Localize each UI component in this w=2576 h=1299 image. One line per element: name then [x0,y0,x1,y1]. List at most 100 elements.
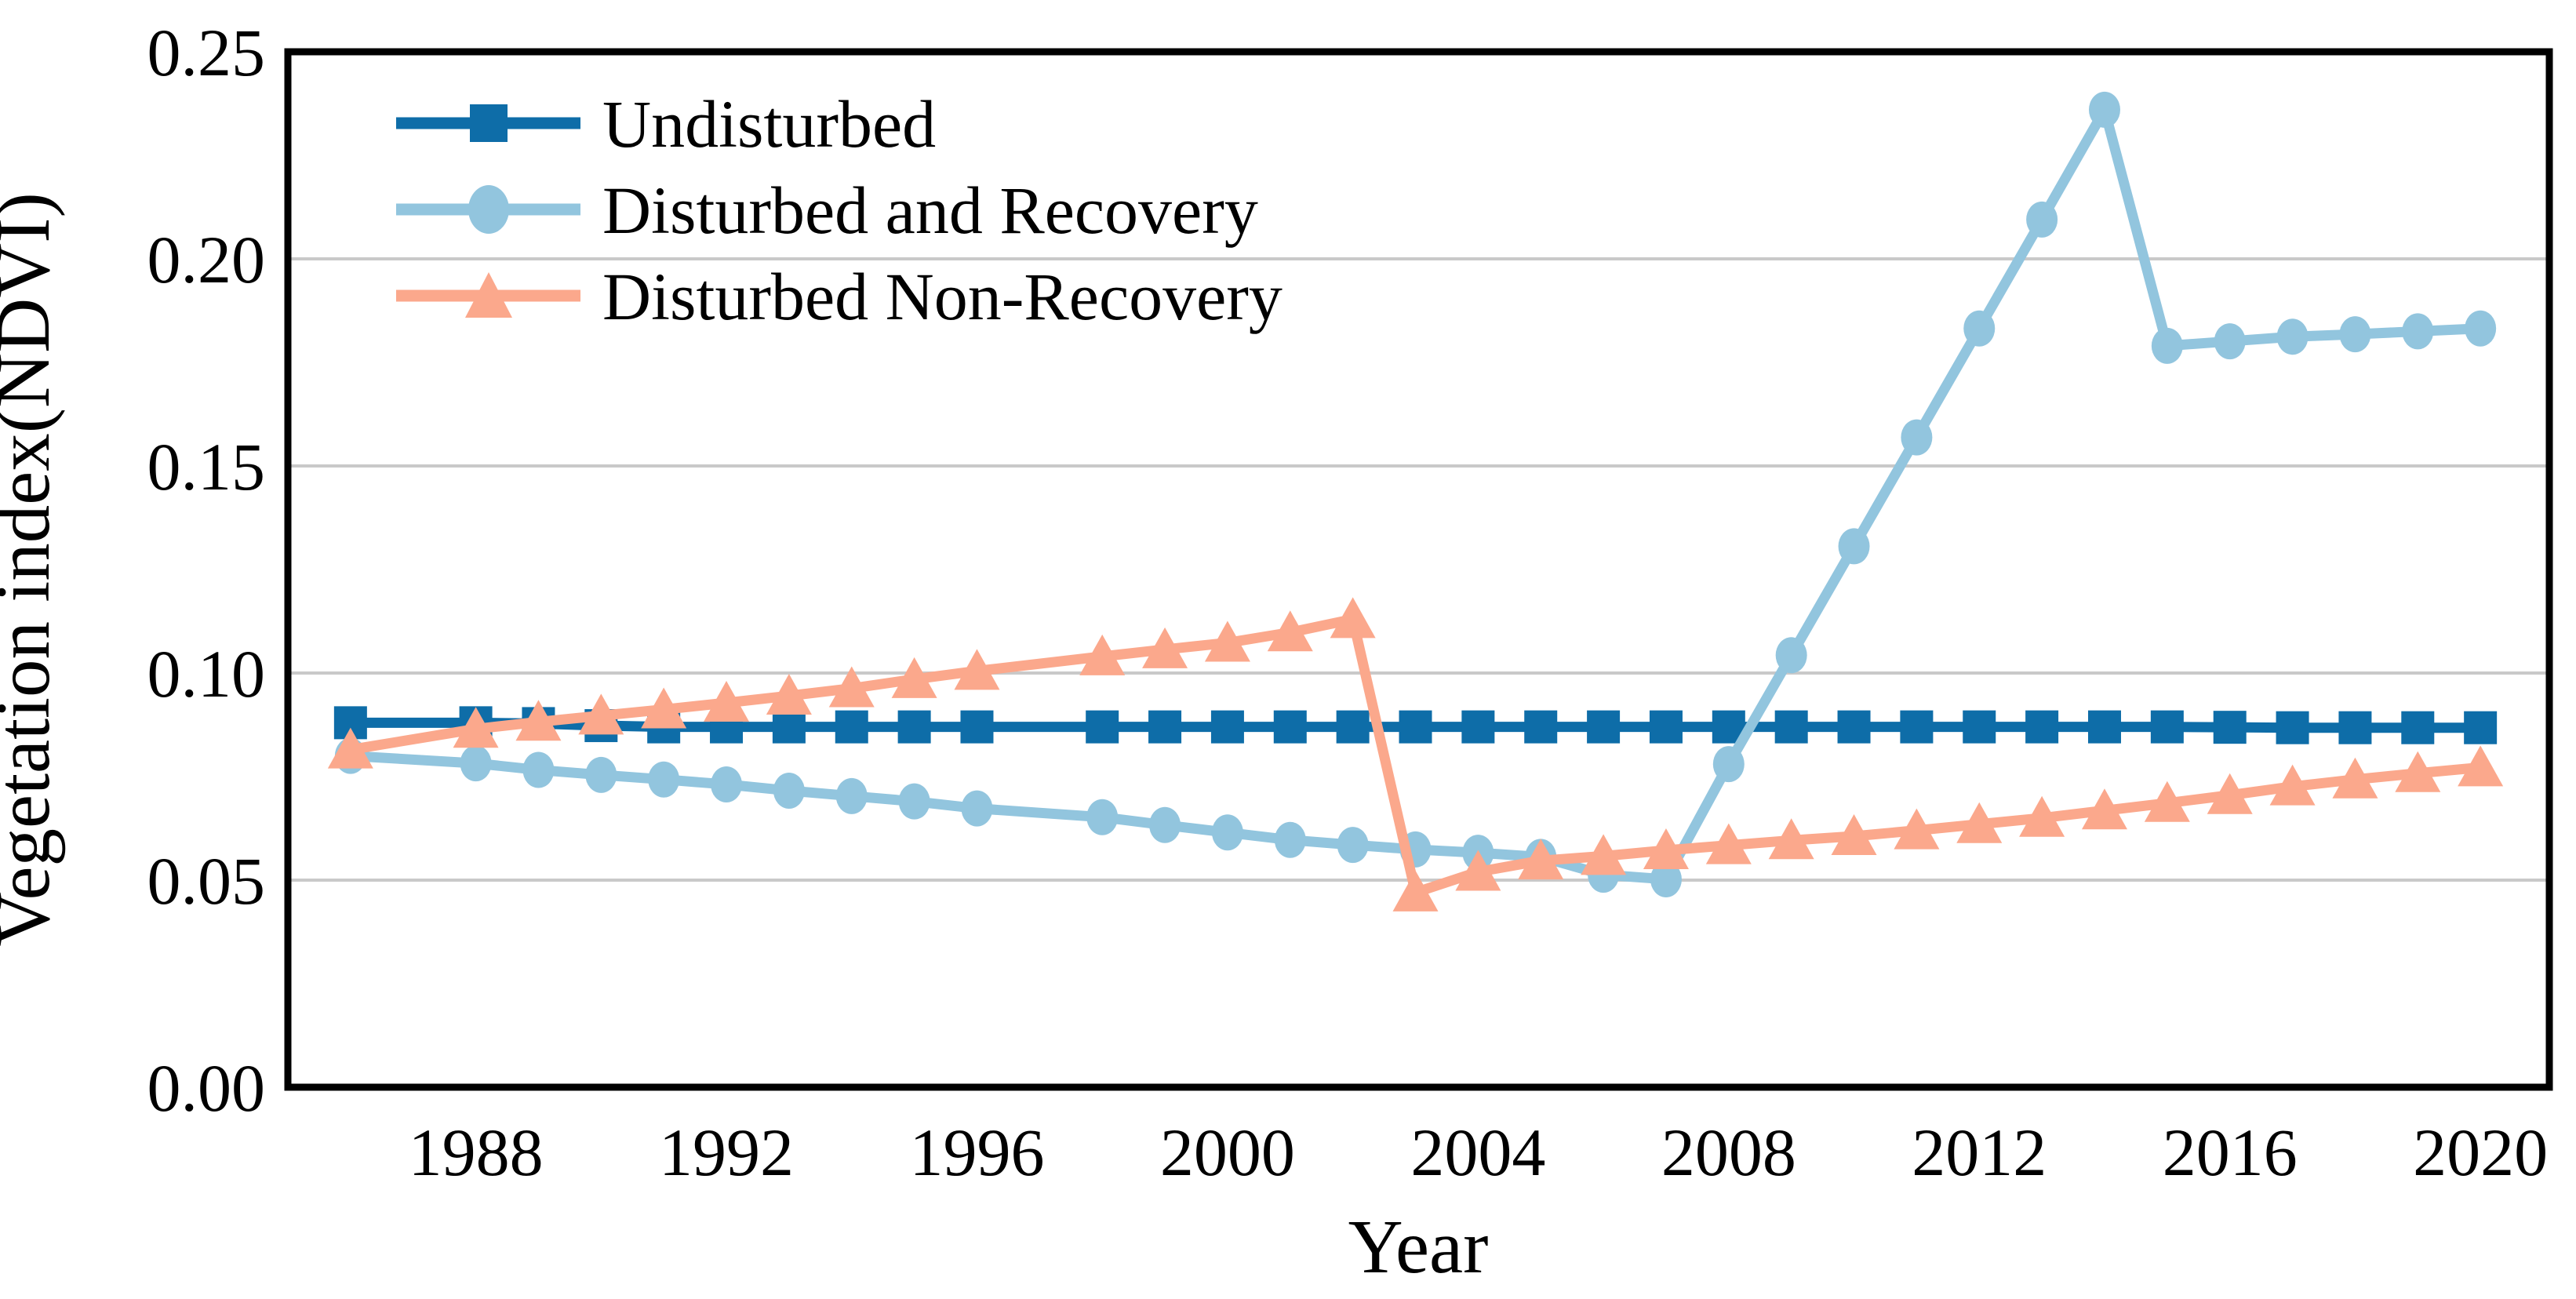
legend-label-disturbed-non-recovery: Disturbed Non-Recovery [602,259,1283,334]
data-marker-triangle [1330,597,1376,639]
data-marker-square [2276,711,2309,744]
data-marker-triangle [1392,870,1439,911]
data-marker-circle [1337,827,1369,864]
data-marker-triangle [2458,745,2504,787]
x-tick-label: 1988 [409,1115,544,1190]
x-tick-label: 2000 [1160,1115,1295,1190]
data-marker-square [2213,711,2247,744]
data-marker-circle [1963,310,1996,347]
data-marker-circle [2088,91,2120,128]
legend-square-marker-icon [470,104,508,142]
data-marker-triangle [2081,788,2127,830]
x-tick-label: 2020 [2413,1115,2548,1190]
data-marker-triangle [1768,818,1814,860]
data-marker-circle [1274,821,1306,858]
legend-item-disturbed-recovery: Disturbed and Recovery [396,173,1258,248]
x-axis-title: Year [1348,1205,1489,1289]
data-marker-circle [1650,861,1682,897]
data-marker-triangle [327,727,373,769]
y-axis-title: Vegetation index(NDVI) [0,192,65,947]
data-marker-square [835,710,868,744]
data-marker-square [1148,710,1182,744]
data-marker-square [1774,710,1808,744]
data-marker-triangle [1956,802,2003,843]
data-marker-circle [522,751,555,788]
data-marker-triangle [2144,780,2190,822]
data-marker-triangle [2395,751,2441,792]
data-marker-circle [1149,806,1181,843]
data-marker-circle [2465,310,2497,347]
data-marker-triangle [641,687,687,729]
legend-circle-marker-icon [468,185,509,234]
data-marker-circle [1775,637,1807,674]
y-tick-label: 0.05 [147,843,266,919]
data-marker-circle [2214,323,2246,360]
data-marker-circle [773,772,805,809]
data-marker-square [1963,710,1996,744]
data-marker-square [772,710,806,744]
data-marker-triangle [515,700,562,741]
data-marker-circle [1211,814,1243,851]
data-marker-circle [460,745,492,782]
data-marker-circle [1712,746,1745,783]
x-tick-label: 2004 [1410,1115,1545,1190]
data-marker-triangle [766,674,812,715]
data-marker-triangle [1142,627,1188,668]
data-marker-square [2464,711,2498,744]
data-marker-circle [2276,318,2309,355]
data-marker-triangle [2019,795,2065,837]
x-tick-label: 2016 [2163,1115,2298,1190]
data-marker-triangle [1643,828,1689,869]
data-marker-circle [2151,327,2183,364]
data-marker-triangle [828,666,875,708]
data-marker-circle [961,790,993,827]
data-marker-square [2087,710,2121,744]
data-marker-triangle [704,681,750,722]
data-marker-square [2150,710,2184,744]
data-marker-triangle [2207,773,2253,814]
plot-area [284,48,2553,1091]
data-marker-circle [1838,528,1870,565]
data-marker-square [1649,710,1683,744]
y-tick-label: 0.25 [147,15,266,90]
data-marker-circle [898,783,930,820]
data-marker-circle [585,756,617,793]
x-tick-label: 1996 [909,1115,1044,1190]
data-marker-square [1837,710,1871,744]
axes-frame [284,48,2553,1091]
data-marker-circle [1901,419,1933,456]
data-marker-triangle [2269,764,2316,806]
legend: Undisturbed Disturbed and Recovery Distu… [396,86,1283,334]
data-marker-circle [711,766,743,803]
data-marker-circle [2402,313,2434,350]
x-tick-label: 2012 [1912,1115,2047,1190]
data-marker-square [2401,711,2435,744]
data-marker-triangle [954,649,1000,690]
data-marker-triangle [1455,850,1501,891]
legend-item-disturbed-non-recovery: Disturbed Non-Recovery [396,259,1283,334]
y-tick-label: 0.15 [147,429,266,504]
legend-triangle-marker-icon [465,272,512,318]
data-marker-square [2338,711,2372,744]
data-marker-triangle [1581,834,1627,875]
data-marker-triangle [1518,839,1564,880]
data-marker-square [1273,710,1307,744]
legend-item-undisturbed: Undisturbed [396,86,936,162]
data-marker-triangle [891,657,937,698]
data-marker-triangle [2332,757,2378,799]
y-tick-label: 0.00 [147,1050,266,1126]
data-marker-triangle [578,693,624,735]
data-marker-triangle [1831,814,1877,856]
data-marker-square [960,710,994,744]
data-marker-triangle [1079,634,1126,675]
x-tick-label: 2008 [1661,1115,1796,1190]
data-marker-square [1587,710,1621,744]
data-marker-triangle [453,707,499,748]
data-marker-triangle [1894,808,1940,850]
legend-label-disturbed-recovery: Disturbed and Recovery [602,173,1258,248]
data-marker-triangle [1204,620,1250,662]
data-marker-square [1399,710,1432,744]
y-tick-label: 0.20 [147,222,266,297]
data-marker-triangle [1267,610,1313,652]
